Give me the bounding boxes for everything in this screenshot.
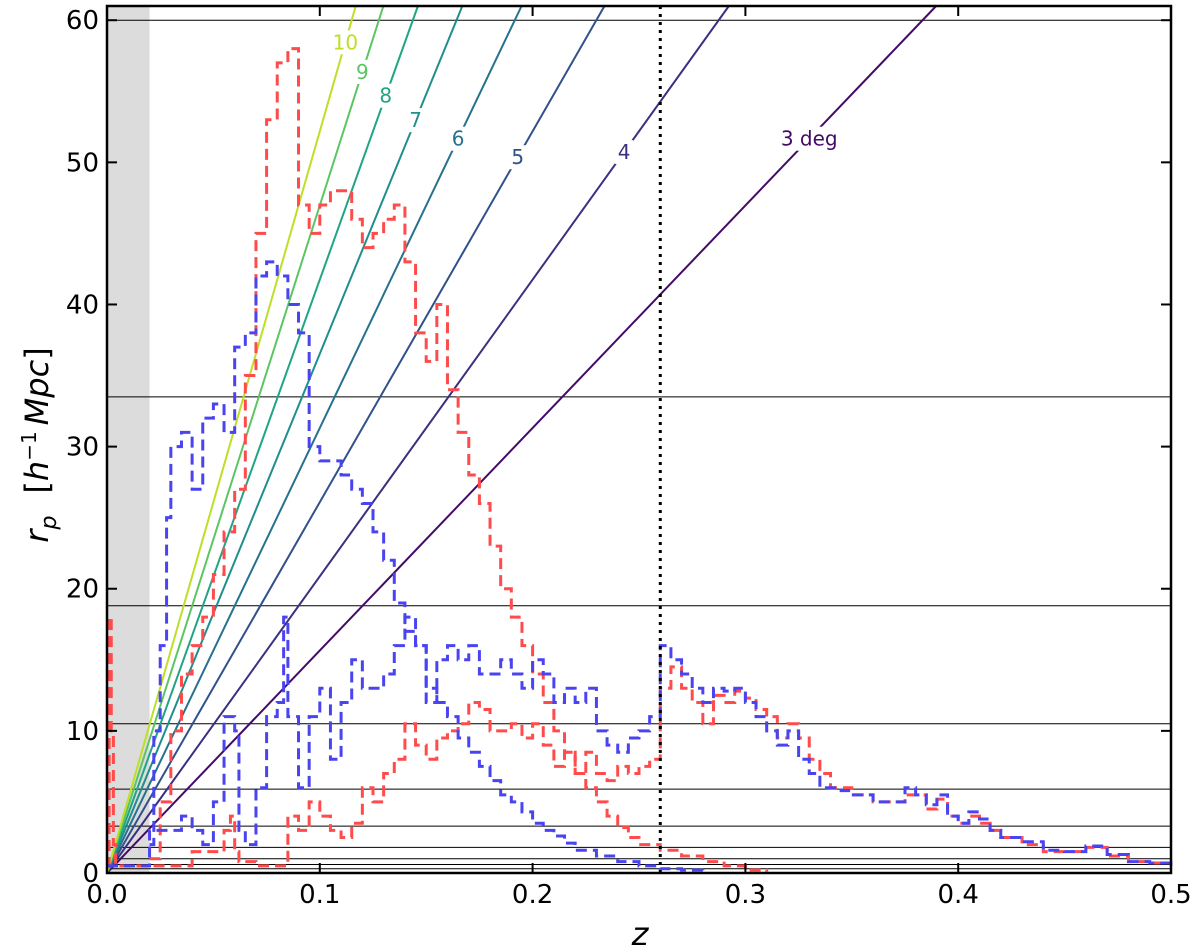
angle-label-bg-5deg — [508, 145, 527, 170]
angle-label-bg-6deg — [449, 126, 468, 151]
angle-line-10deg — [106, 5, 357, 874]
angle-label-6deg: 6 — [452, 127, 465, 151]
angle-label-3deg: 3 deg — [781, 127, 838, 151]
angle-label-7deg: 7 — [409, 108, 422, 132]
y-tick-label-4: 40 — [66, 290, 99, 320]
histogram-series-0 — [107, 615, 1173, 868]
angle-label-8deg: 8 — [379, 84, 392, 108]
y-tick-label-2: 20 — [66, 575, 99, 605]
shaded-region — [107, 6, 150, 873]
axis-ticks: 0.0 0.1 0.2 0.3 0.4 0.5 0 10 20 30 40 50 60 — [66, 6, 1192, 910]
y-tick-label-3: 30 — [66, 433, 99, 463]
histogram-series-3 — [149, 260, 705, 872]
y-axis-units-rest: Mpc — [18, 359, 56, 425]
x-tick-label-3: 0.3 — [725, 880, 766, 910]
angle-line-4deg — [106, 5, 730, 874]
histogram-series-1 — [149, 47, 769, 872]
y-axis-units-open: [ — [18, 481, 56, 493]
x-tick-label-4: 0.4 — [938, 880, 979, 910]
y-axis-label-sub: p — [37, 516, 62, 531]
data-series — [107, 47, 1173, 872]
y-axis-units-close: ] — [18, 347, 56, 359]
x-tick-label-1: 0.1 — [299, 880, 340, 910]
angle-line-7deg — [106, 5, 464, 874]
y-axis-label: rp [h−1 Mpc] — [17, 347, 62, 542]
y-tick-label-0: 0 — [82, 859, 99, 889]
angle-label-bg-9deg — [353, 59, 372, 84]
y-tick-label-5: 50 — [66, 148, 99, 178]
histogram-series-2 — [107, 615, 1173, 868]
angle-label-bg-8deg — [376, 83, 395, 108]
y-axis-label-r: r — [18, 528, 56, 543]
x-tick-label-2: 0.2 — [512, 880, 553, 910]
angle-label-bg-10deg — [330, 30, 361, 55]
angle-label-4deg: 4 — [618, 140, 631, 164]
angle-label-10deg: 10 — [333, 30, 358, 54]
angle-label-9deg: 9 — [356, 60, 369, 84]
y-tick-label-6: 60 — [66, 6, 99, 36]
x-tick-label-0: 0.0 — [86, 880, 127, 910]
angle-labels: 3 deg 4 5 6 789 10 — [330, 30, 843, 170]
y-axis-units-h: h — [18, 461, 56, 481]
angle-line-5deg — [106, 5, 606, 874]
x-axis-label: z — [631, 915, 650, 950]
angle-label-bg-4deg — [615, 140, 634, 165]
shaded-region-rect — [107, 6, 150, 873]
angle-label-5deg: 5 — [511, 145, 524, 169]
angle-label-bg-3deg — [776, 126, 843, 151]
x-tick-label-5: 0.5 — [1150, 880, 1191, 910]
plot-frame — [105, 4, 1173, 875]
y-tick-label-1: 10 — [66, 717, 99, 747]
plot-border — [105, 4, 1173, 875]
angle-label-bg-7deg — [406, 108, 425, 133]
y-axis-units-exp: −1 — [17, 431, 41, 460]
